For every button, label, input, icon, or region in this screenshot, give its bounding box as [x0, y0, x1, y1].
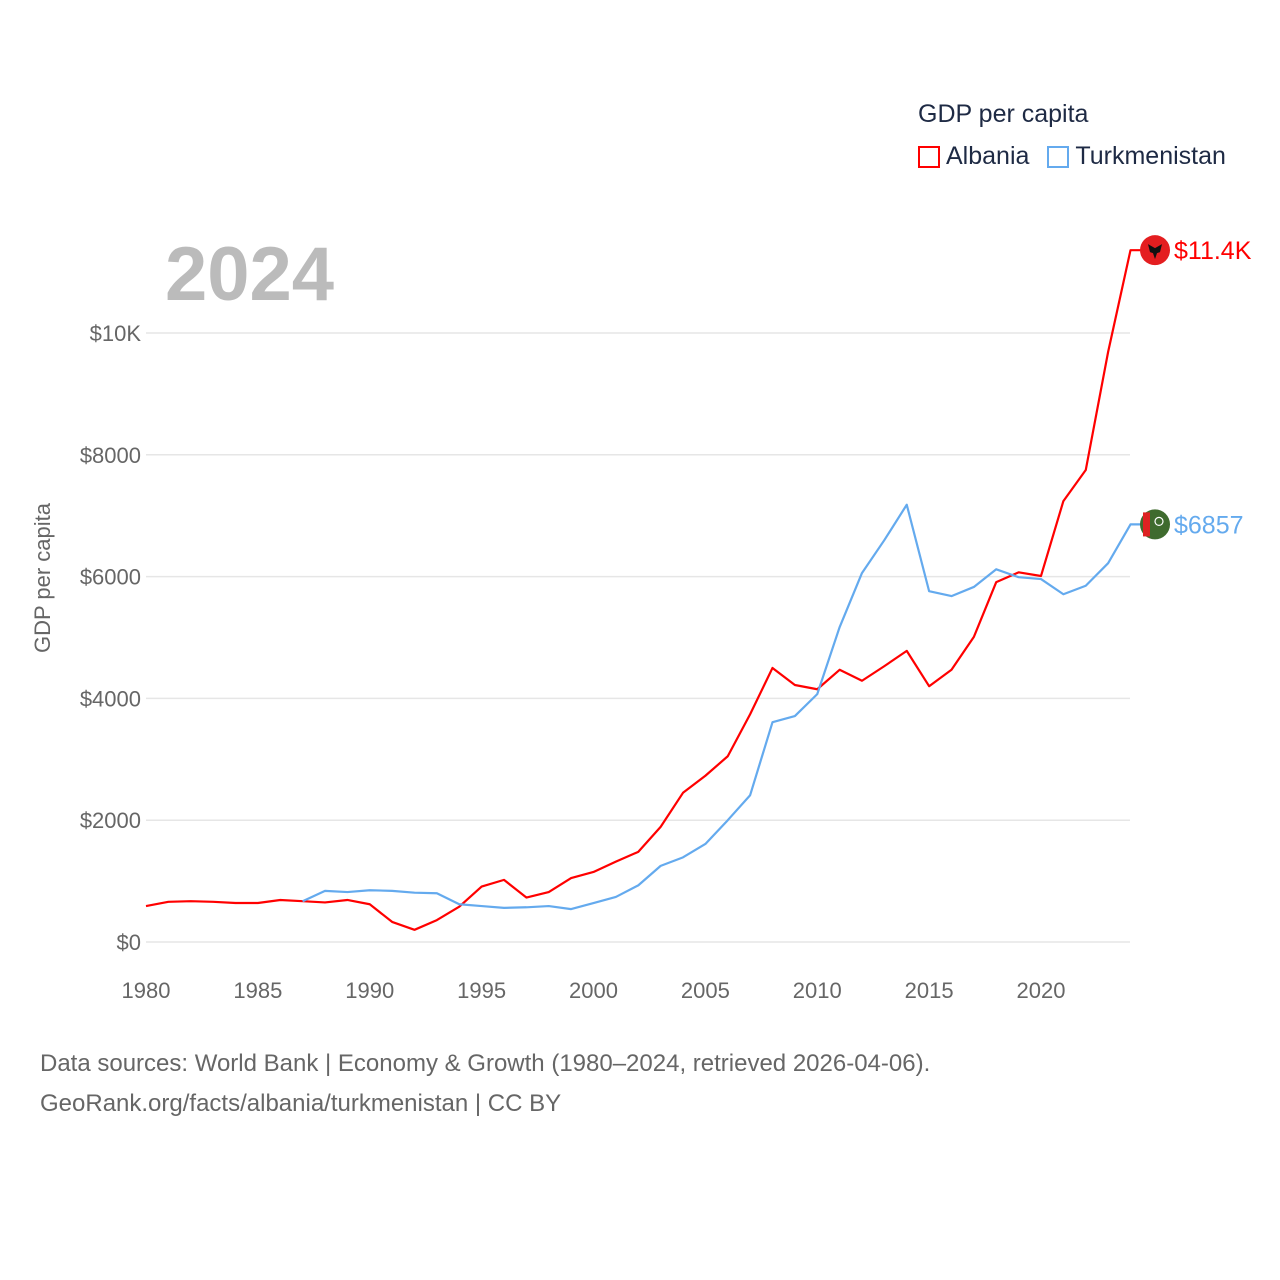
y-tick-label: $10K — [90, 321, 142, 346]
legend-title: GDP per capita — [918, 100, 1089, 128]
x-tick-label: 2010 — [793, 978, 842, 1003]
end-value-label-turkmenistan: $6857 — [1174, 511, 1244, 539]
legend-swatch-turkmenistan[interactable] — [1047, 145, 1070, 168]
y-tick-label: $6000 — [80, 565, 141, 590]
legend-swatch-albania[interactable] — [918, 145, 940, 168]
x-tick-label: 1990 — [345, 978, 394, 1003]
legend-label-albania[interactable]: Albania — [946, 142, 1030, 170]
y-tick-label: $4000 — [80, 686, 141, 711]
year-label: 2024 — [165, 232, 334, 317]
y-tick-label: $2000 — [80, 808, 141, 833]
footer-link[interactable]: GeoRank.org/facts/albania/turkmenistan |… — [40, 1090, 562, 1117]
x-tick-label: 1985 — [233, 978, 282, 1003]
y-tick-label: $8000 — [80, 443, 141, 468]
x-tick-label: 1980 — [122, 978, 171, 1003]
footer-sources: Data sources: World Bank | Economy & Gro… — [40, 1050, 931, 1077]
y-tick-label: $0 — [117, 930, 141, 955]
x-tick-label: 2005 — [681, 978, 730, 1003]
end-value-label-albania: $11.4K — [1174, 237, 1252, 265]
footer: Data sources: World Bank | Economy & Gro… — [40, 1044, 930, 1124]
y-axis-label: GDP per capita — [30, 502, 55, 653]
x-tick-label: 2000 — [569, 978, 618, 1003]
legend: Albania Turkmenistan — [918, 142, 1226, 171]
x-tick-label: 2020 — [1017, 978, 1066, 1003]
flag-stripe — [1143, 512, 1150, 537]
series-line-turkmenistan — [302, 503, 1141, 911]
eagle-icon — [1148, 244, 1162, 260]
legend-label-turkmenistan[interactable]: Turkmenistan — [1075, 142, 1226, 170]
crescent-icon — [1154, 516, 1164, 527]
series-line-albania — [145, 249, 1141, 931]
x-tick-label: 2015 — [905, 978, 954, 1003]
x-tick-label: 1995 — [457, 978, 506, 1003]
